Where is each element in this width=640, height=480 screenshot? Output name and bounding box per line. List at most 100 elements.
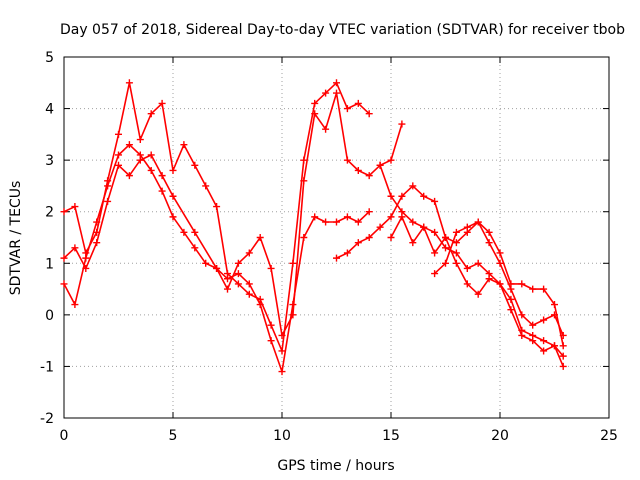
data-point	[60, 254, 68, 262]
data-point	[60, 280, 68, 288]
data-point	[398, 192, 406, 200]
data-point	[518, 311, 526, 319]
data-point	[60, 208, 68, 216]
x-tick-label: 25	[600, 428, 618, 444]
data-point	[507, 306, 515, 314]
y-tick-label: -1	[40, 359, 54, 375]
data-point	[245, 249, 253, 257]
data-point	[322, 218, 330, 226]
data-point	[245, 290, 253, 298]
data-point	[420, 192, 428, 200]
data-point	[278, 331, 286, 339]
y-tick-label: 2	[45, 205, 54, 221]
data-point	[343, 105, 351, 113]
data-point	[180, 228, 188, 236]
data-point	[333, 254, 340, 262]
data-point	[387, 156, 395, 164]
data-point	[507, 285, 515, 293]
y-axis-label: SDTVAR / TECUs	[8, 181, 24, 296]
data-point	[452, 228, 460, 236]
series-line-track-1	[63, 143, 371, 373]
data-point	[463, 280, 471, 288]
data-point	[234, 259, 242, 267]
data-point	[354, 239, 362, 247]
data-point	[158, 99, 166, 107]
data-point	[158, 187, 166, 195]
data-point	[387, 192, 395, 200]
data-point	[104, 177, 112, 185]
data-point	[256, 295, 264, 303]
data-point	[180, 141, 188, 149]
data-point	[474, 218, 482, 226]
data-point	[300, 177, 308, 185]
data-point	[420, 223, 428, 231]
data-point	[125, 172, 133, 180]
data-point	[409, 218, 417, 226]
data-point	[474, 259, 482, 267]
data-point	[365, 234, 373, 241]
data-point	[365, 208, 373, 216]
data-point	[559, 352, 567, 360]
data-point	[115, 151, 122, 159]
x-tick-label: 10	[273, 428, 291, 444]
data-point	[267, 321, 275, 329]
data-point	[333, 79, 340, 87]
data-point	[158, 172, 166, 180]
data-point	[311, 213, 319, 221]
data-point	[115, 161, 122, 169]
data-point	[300, 234, 308, 241]
data-point	[354, 218, 362, 226]
x-tick-label: 0	[60, 428, 69, 444]
data-point	[82, 249, 90, 257]
data-point	[463, 223, 471, 231]
data-point	[540, 337, 548, 345]
data-point	[278, 368, 286, 376]
data-point	[224, 285, 231, 293]
data-point	[409, 182, 417, 190]
data-point	[169, 166, 177, 174]
data-point	[354, 166, 362, 174]
data-point	[224, 270, 231, 278]
data-point	[518, 331, 526, 339]
data-point	[387, 213, 395, 221]
data-point	[551, 301, 558, 309]
data-point	[398, 120, 406, 128]
x-axis-label: GPS time / hours	[277, 458, 394, 474]
data-point	[452, 239, 460, 247]
data-point	[540, 285, 548, 293]
data-point	[93, 239, 101, 247]
data-point	[213, 203, 221, 211]
data-point	[496, 259, 504, 267]
data-point	[333, 218, 340, 226]
data-point	[529, 321, 537, 329]
data-point	[442, 234, 449, 241]
data-point	[136, 156, 144, 164]
data-point	[104, 197, 112, 205]
x-tick-label: 5	[169, 428, 178, 444]
data-point	[540, 347, 548, 355]
grid-lines	[64, 57, 609, 418]
series-line-track-6	[390, 216, 565, 357]
data-point	[452, 249, 460, 257]
data-point	[256, 234, 264, 241]
data-point	[551, 342, 558, 350]
series-line-track-3	[63, 92, 403, 337]
data-point	[202, 182, 210, 190]
data-point	[442, 244, 449, 252]
data-point	[559, 331, 567, 339]
series-line-track-4	[335, 185, 565, 347]
data-point	[71, 203, 79, 211]
data-point	[82, 264, 90, 272]
data-point	[234, 280, 242, 288]
data-point	[485, 275, 493, 283]
axis-ticks: 0 5 10 15 20 25 -2 -1 0 1 2 3 4 5	[40, 50, 618, 444]
series-line-track-5	[379, 164, 565, 368]
data-point	[71, 301, 79, 309]
data-point	[234, 270, 242, 278]
data-point	[267, 264, 275, 272]
data-point	[343, 249, 351, 257]
data-point	[376, 223, 384, 231]
y-tick-label: 1	[45, 256, 54, 272]
data-point	[398, 213, 406, 221]
